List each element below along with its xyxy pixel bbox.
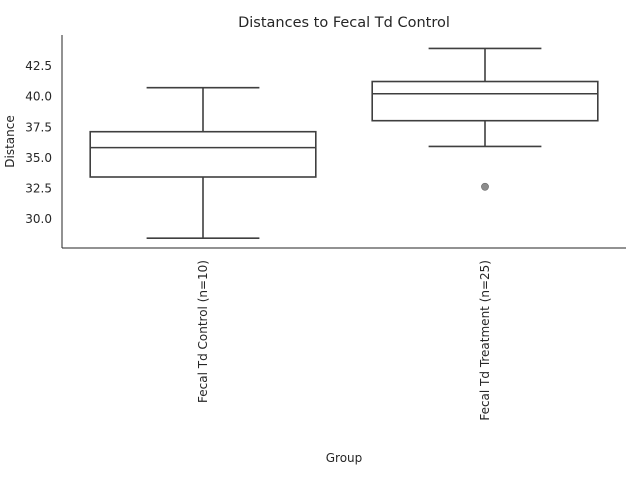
y-tick-label: 40.0 [25,90,52,104]
outlier-point [481,182,489,191]
plot-area [89,47,599,240]
y-tick-label: 37.5 [25,120,52,134]
chart-title: Distances to Fecal Td Control [238,15,450,31]
y-tick-label: 35.0 [25,151,52,165]
x-tick-label: Fecal Td Control (n=10) [196,260,210,403]
y-tick-label: 32.5 [25,182,52,196]
y-tick-label: 42.5 [25,59,52,73]
y-tick-label: 30.0 [25,212,52,226]
y-axis-ticks: 30.0 32.5 35.0 37.5 40.0 42.5 [25,59,52,226]
box-group [371,47,599,191]
y-axis-label: Distance [3,115,17,167]
box-group [89,86,317,240]
x-tick-label: Fecal Td Treatment (n=25) [478,260,492,421]
x-axis-label: Group [326,451,363,465]
iqr-box [371,80,599,122]
iqr-box [89,130,317,178]
x-axis-ticks: Fecal Td Control (n=10) Fecal Td Treatmen… [196,260,492,421]
